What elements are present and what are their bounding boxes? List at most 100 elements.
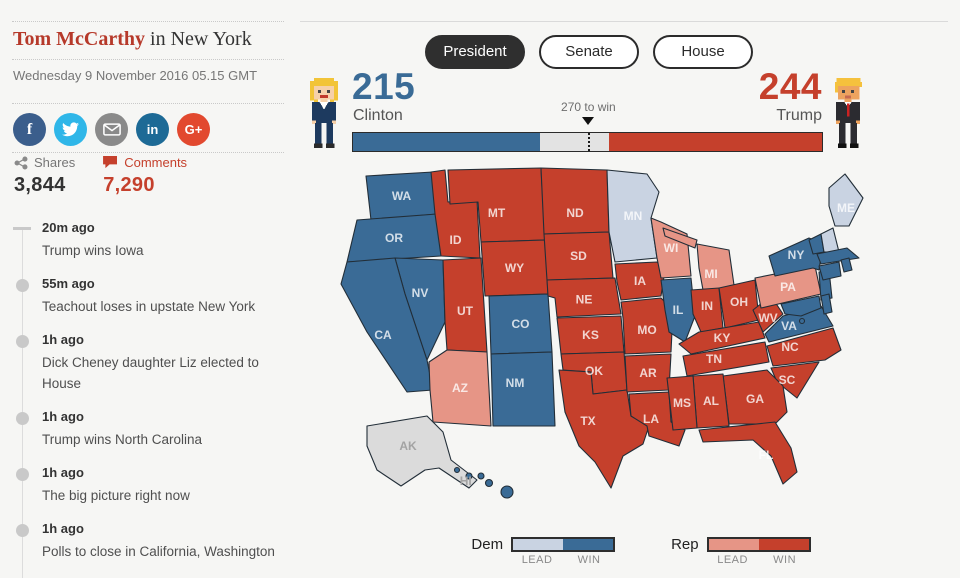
state-TN[interactable] — [682, 341, 770, 377]
state-IA[interactable] — [614, 261, 666, 301]
legend-dem-swatch — [511, 537, 616, 552]
twitter-share-button[interactable] — [54, 113, 87, 146]
timeline-time: 1h ago — [42, 465, 84, 480]
state-MO[interactable] — [620, 297, 674, 355]
state-WY[interactable] — [480, 239, 549, 297]
state-WI[interactable] — [650, 217, 692, 279]
state-VA[interactable] — [764, 305, 834, 343]
timeline-headline[interactable]: The big picture right now — [42, 488, 190, 503]
state-MS[interactable] — [666, 375, 698, 431]
timeline-headline[interactable]: Polls to close in California, Washington — [42, 544, 275, 559]
state-ID[interactable] — [430, 169, 481, 259]
live-blog-timeline: 20m ago Trump wins Iowa 55m ago Teachout lo… — [13, 220, 288, 578]
email-share-button[interactable] — [95, 113, 128, 146]
state-AK[interactable] — [366, 415, 478, 489]
timeline-time: 1h ago — [42, 409, 84, 424]
state-NH[interactable] — [820, 227, 840, 253]
dem-lead-swatch — [513, 539, 564, 550]
state-ND[interactable] — [540, 167, 610, 235]
tab-house[interactable]: House — [653, 35, 753, 69]
author-link[interactable]: Tom McCarthy — [13, 28, 146, 50]
byline-connector: in — [145, 28, 171, 50]
twitter-icon — [62, 122, 79, 137]
timeline-dot-icon — [16, 524, 29, 537]
tab-senate[interactable]: Senate — [539, 35, 639, 69]
state-AZ[interactable] — [428, 349, 492, 427]
state-OR[interactable] — [346, 213, 442, 263]
state-RI[interactable] — [840, 257, 853, 273]
timeline-item[interactable]: 20m ago Trump wins Iowa — [13, 220, 288, 261]
state-CO[interactable] — [488, 293, 553, 355]
270-to-win-label: 270 to win — [561, 100, 616, 114]
state-OH[interactable] — [718, 279, 760, 329]
engagement-row: Shares 3,844 Comments 7,290 — [14, 155, 187, 197]
state-FL[interactable] — [698, 421, 798, 485]
timeline-headline[interactable]: Dick Cheney daughter Liz elected to Hous… — [42, 355, 259, 391]
timeline-item[interactable]: 55m ago Teachout loses in upstate New Yor… — [16, 276, 288, 317]
state-MI[interactable] — [662, 227, 736, 293]
legend-win-label: WIN — [577, 554, 601, 566]
divider — [300, 21, 948, 22]
timeline-item[interactable]: 1h ago Dick Cheney daughter Liz elected t… — [16, 332, 288, 394]
clinton-bar-segment — [353, 133, 541, 151]
state-ME[interactable] — [828, 173, 864, 227]
state-SD[interactable] — [543, 231, 614, 281]
state-AL[interactable] — [692, 373, 730, 429]
state-WA[interactable] — [365, 171, 438, 221]
timeline-headline[interactable]: Teachout loses in upstate New York — [42, 299, 256, 314]
timeline-headline[interactable]: Trump wins Iowa — [42, 243, 144, 258]
divider — [12, 59, 284, 60]
timeline-time: 1h ago — [42, 521, 84, 536]
state-DE[interactable] — [820, 293, 833, 315]
legend-rep-swatch — [706, 537, 811, 552]
state-NE[interactable] — [546, 277, 622, 318]
tab-president[interactable]: President — [425, 35, 525, 69]
state-NM[interactable] — [490, 351, 556, 427]
facebook-share-button[interactable]: f — [13, 113, 46, 146]
legend-rep: Rep LEAD WIN — [671, 537, 811, 566]
timeline-item[interactable]: 1h ago The big picture right now — [16, 465, 288, 506]
state-DC[interactable] — [798, 317, 806, 325]
state-TX[interactable] — [558, 369, 650, 489]
state-KS[interactable] — [556, 315, 625, 355]
legend-rep-label: Rep — [671, 536, 699, 553]
legend-lead-label: LEAD — [521, 554, 553, 566]
trump-bar-segment — [609, 133, 822, 151]
state-IN[interactable] — [690, 287, 724, 333]
state-NC[interactable] — [766, 327, 842, 367]
rep-lead-swatch — [708, 539, 759, 550]
state-MD[interactable] — [780, 295, 822, 317]
state-HI[interactable] — [453, 466, 514, 499]
timeline-tick-icon — [13, 227, 31, 230]
timeline-item[interactable]: 1h ago Polls to close in California, Wash… — [16, 521, 288, 562]
trump-avatar — [834, 78, 862, 148]
state-AR[interactable] — [624, 353, 672, 393]
linkedin-share-button[interactable]: in — [136, 113, 169, 146]
timeline-headline[interactable]: Trump wins North Carolina — [42, 432, 203, 447]
social-share-row: f in G+ — [13, 113, 210, 146]
shares-count: 3,844 — [14, 174, 66, 196]
google-plus-share-button[interactable]: G+ — [177, 113, 210, 146]
clinton-electoral-votes: 215 — [352, 66, 416, 107]
state-NY[interactable] — [768, 237, 824, 277]
linkedin-icon: in — [146, 122, 159, 137]
timeline-dot-icon — [16, 468, 29, 481]
state-CT[interactable] — [818, 261, 842, 281]
state-UT[interactable] — [442, 257, 488, 353]
timeline-dot-icon — [16, 335, 29, 348]
dem-win-swatch — [563, 539, 614, 550]
threshold-arrow-icon — [582, 117, 595, 125]
legend-dem-label: Dem — [471, 536, 504, 553]
state-MA[interactable] — [816, 247, 860, 265]
timeline-time: 1h ago — [42, 332, 84, 347]
comments-icon — [103, 156, 118, 169]
state-MN[interactable] — [606, 169, 660, 263]
clinton-name: Clinton — [353, 107, 403, 124]
electoral-vote-bar — [352, 132, 823, 152]
comments-block[interactable]: Comments 7,290 — [103, 155, 187, 197]
rep-win-swatch — [758, 539, 809, 550]
timeline-dot-icon — [16, 279, 29, 292]
comments-label: Comments — [124, 155, 188, 170]
timeline-item[interactable]: 1h ago Trump wins North Carolina — [16, 409, 288, 450]
map-legend: Dem LEAD WIN Rep LEAD — [330, 537, 952, 566]
